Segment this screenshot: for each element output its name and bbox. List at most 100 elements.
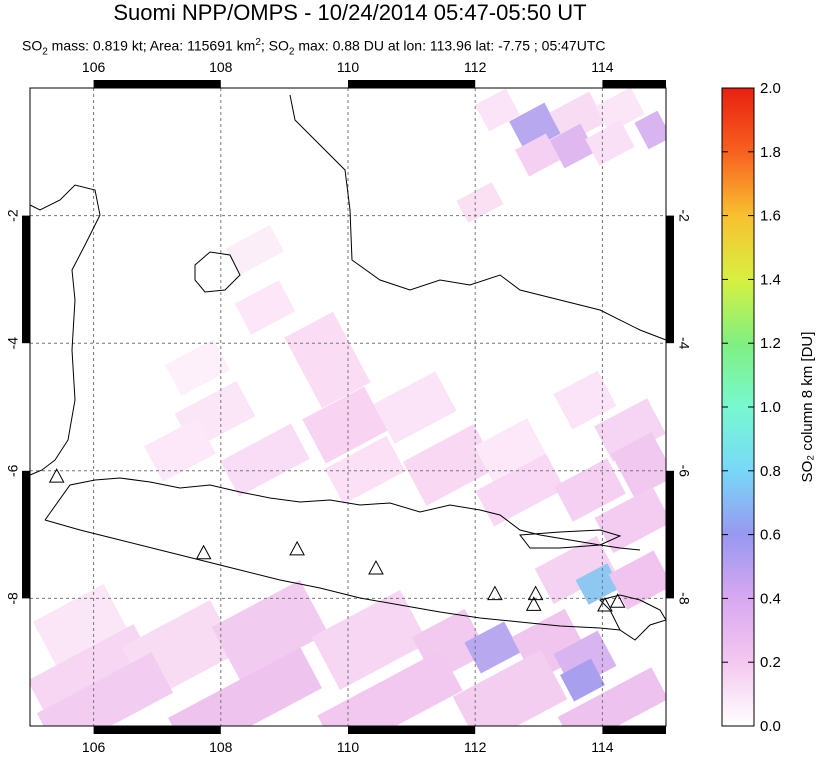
colorbar-tick-label: 0.8 bbox=[760, 463, 781, 480]
border-bar-bottom bbox=[602, 726, 666, 734]
so2-pixel bbox=[515, 133, 560, 177]
volcano-marker bbox=[289, 540, 305, 556]
so2-pixel bbox=[610, 432, 666, 498]
volcano-marker bbox=[525, 596, 542, 611]
volcano-marker bbox=[487, 585, 503, 601]
lat-label-right: -4 bbox=[676, 337, 692, 350]
lon-label-top: 108 bbox=[209, 59, 233, 75]
volcano-markers bbox=[48, 468, 626, 612]
lat-label-left: -8 bbox=[5, 592, 21, 605]
so2-pixel bbox=[634, 110, 666, 150]
axis-labels: 106 106 108 108 110 110 112 112 114 114 -2 -2 -4 -4 -6… bbox=[5, 59, 693, 755]
volcano-marker bbox=[597, 597, 613, 612]
border-bar-top bbox=[93, 80, 221, 88]
colorbar-tick-label: 0.4 bbox=[760, 590, 781, 607]
so2-pixel bbox=[595, 88, 645, 133]
lon-label-top: 112 bbox=[464, 59, 487, 75]
so2-pixel bbox=[225, 225, 285, 275]
colorbar-tick-label: 1.6 bbox=[760, 208, 781, 225]
border-bar-top bbox=[348, 80, 476, 88]
lon-label-bottom: 108 bbox=[209, 739, 233, 755]
so2-pixel bbox=[456, 182, 504, 223]
lat-label-left: -4 bbox=[5, 337, 21, 350]
volcano-marker bbox=[609, 593, 626, 608]
so2-pixel bbox=[553, 370, 617, 430]
colorbar-tick-label: 0.6 bbox=[760, 527, 781, 544]
so2-pixel bbox=[167, 647, 323, 726]
so2-pixel bbox=[560, 658, 605, 702]
so2-pixel bbox=[402, 424, 498, 506]
so2-pixel bbox=[211, 580, 329, 680]
so2-pixel bbox=[554, 458, 626, 522]
colorbar-tick-label: 0.2 bbox=[760, 654, 781, 671]
volcano-marker bbox=[48, 468, 65, 483]
colorbar-tick-label: 2.0 bbox=[760, 80, 781, 97]
lat-label-right: -6 bbox=[676, 465, 692, 478]
coastline-segment bbox=[194, 251, 241, 293]
so2-pixel bbox=[549, 123, 596, 169]
map-border-ticks bbox=[22, 80, 674, 734]
so2-pixel bbox=[220, 423, 310, 497]
lat-label-left: -6 bbox=[5, 464, 21, 477]
volcano-marker bbox=[368, 559, 384, 575]
border-bar-top bbox=[602, 80, 666, 88]
colorbar-tick-label: 1.2 bbox=[760, 335, 781, 352]
so2-pixel bbox=[594, 486, 666, 554]
border-bar-left bbox=[22, 470, 30, 599]
so2-pixel bbox=[557, 667, 666, 726]
so2-pixel bbox=[324, 435, 406, 505]
so2-pixel bbox=[144, 418, 216, 482]
coastline-segment bbox=[599, 594, 667, 641]
colorbar-tick-label: 1.0 bbox=[760, 399, 781, 416]
lon-label-bottom: 112 bbox=[464, 739, 487, 755]
so2-pixel bbox=[594, 398, 666, 462]
so2-pixel bbox=[302, 386, 388, 464]
lon-label-top: 110 bbox=[337, 59, 360, 75]
so2-pixel bbox=[474, 418, 546, 482]
border-bar-bottom bbox=[93, 726, 221, 734]
so2-pixel bbox=[475, 88, 520, 132]
so2-pixel bbox=[575, 563, 621, 605]
so2-pixel bbox=[165, 339, 230, 396]
colorbar: 2.0 1.8 1.6 1.4 1.2 1.0 0.8 0.6 0.4 0.2 0.0 SO₂ col… bbox=[721, 80, 816, 735]
lon-label-bottom: 110 bbox=[337, 739, 360, 755]
so2-pixel bbox=[36, 652, 174, 726]
so2-pixel bbox=[464, 621, 521, 674]
so2-pixel bbox=[608, 550, 666, 610]
lat-label-right: -2 bbox=[676, 209, 692, 222]
coastline-segment bbox=[289, 94, 667, 341]
lon-label-bottom: 114 bbox=[591, 739, 614, 755]
map-gridlines bbox=[30, 88, 666, 726]
colorbar-tick-label: 0.0 bbox=[760, 718, 781, 735]
coastline bbox=[29, 94, 667, 641]
so2-pixel bbox=[585, 120, 635, 166]
so2-pixels bbox=[30, 88, 666, 726]
coastline-segment bbox=[29, 184, 101, 476]
border-bar-left bbox=[22, 215, 30, 344]
so2-pixel bbox=[534, 535, 616, 605]
so2-pixel bbox=[311, 590, 429, 690]
border-bar-right bbox=[666, 215, 674, 344]
so2-pixel bbox=[32, 584, 128, 666]
volcano-marker bbox=[195, 544, 212, 560]
colorbar-tick-label: 1.8 bbox=[760, 144, 781, 161]
so2-pixel bbox=[452, 649, 568, 726]
coastline-segment bbox=[44, 519, 621, 631]
so2-pixel bbox=[317, 649, 463, 726]
lon-label-top: 106 bbox=[82, 59, 106, 75]
chart-title: Suomi NPP/OMPS - 10/24/2014 05:47-05:50 … bbox=[113, 0, 587, 25]
so2-pixel bbox=[475, 453, 565, 527]
so2-pixel bbox=[234, 280, 296, 335]
colorbar-label: SO₂ column 8 km [DU] bbox=[799, 332, 816, 483]
so2-pixel bbox=[30, 624, 153, 716]
so2-pixel bbox=[284, 311, 371, 409]
so2-pixel bbox=[549, 91, 606, 144]
lon-label-top: 114 bbox=[591, 59, 614, 75]
lat-label-right: -8 bbox=[676, 592, 692, 605]
coastline-segment bbox=[519, 529, 622, 549]
colorbar-tick-label: 1.4 bbox=[760, 271, 781, 288]
so2-pixel bbox=[373, 371, 457, 444]
coastline-segment bbox=[44, 477, 641, 551]
lon-label-bottom: 106 bbox=[82, 739, 106, 755]
